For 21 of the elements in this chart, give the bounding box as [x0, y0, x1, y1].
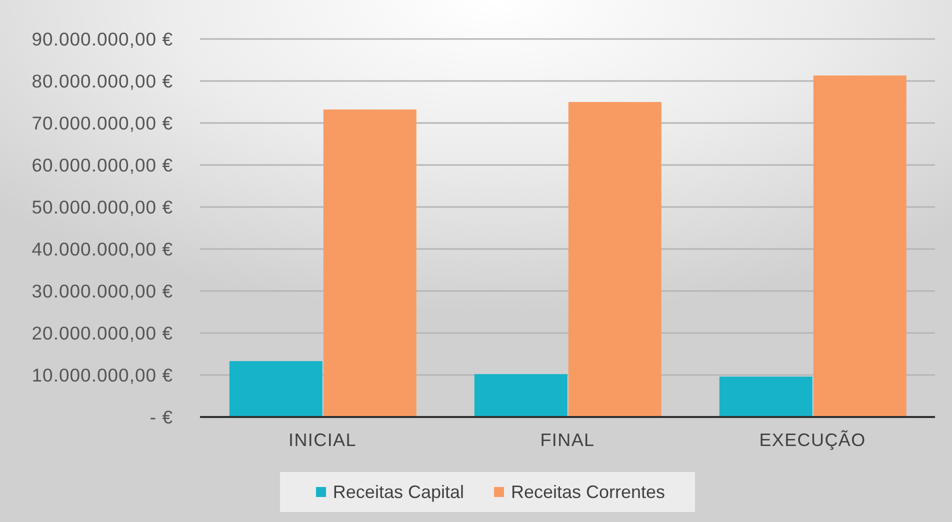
bar — [719, 376, 812, 417]
y-tick-label: - € — [150, 406, 174, 428]
legend-label: Receitas Correntes — [510, 482, 666, 502]
y-tick-label: 50.000.000,00 € — [32, 196, 174, 218]
bar — [229, 361, 322, 417]
bar — [568, 102, 662, 417]
x-tick-label: FINAL — [540, 430, 595, 450]
y-tick-label: 20.000.000,00 € — [32, 322, 174, 344]
legend-label: Receitas Capital — [332, 482, 464, 502]
y-tick-label: 30.000.000,00 € — [32, 280, 174, 302]
y-tick-label: 90.000.000,00 € — [32, 28, 174, 50]
y-tick-label: 70.000.000,00 € — [32, 112, 174, 134]
x-tick-label: EXECUÇÃO — [759, 430, 866, 450]
y-tick-label: 10.000.000,00 € — [32, 364, 174, 386]
y-tick-label: 60.000.000,00 € — [32, 154, 174, 176]
y-tick-label: 40.000.000,00 € — [32, 238, 174, 260]
bar — [474, 374, 568, 417]
bar — [323, 110, 416, 417]
y-tick-label: 80.000.000,00 € — [32, 70, 174, 92]
bar — [813, 76, 906, 417]
x-tick-label: INICIAL — [288, 430, 356, 450]
